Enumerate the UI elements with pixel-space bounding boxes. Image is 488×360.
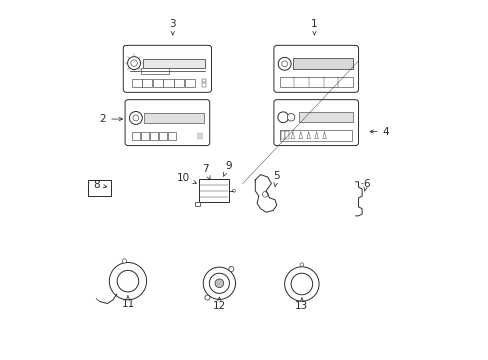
FancyBboxPatch shape [298, 112, 352, 122]
FancyBboxPatch shape [144, 113, 203, 123]
Text: 9: 9 [223, 161, 231, 176]
Polygon shape [290, 132, 294, 139]
Polygon shape [314, 132, 318, 139]
FancyBboxPatch shape [143, 59, 204, 68]
Text: 13: 13 [295, 298, 308, 311]
Circle shape [215, 279, 223, 288]
Circle shape [262, 192, 267, 197]
FancyBboxPatch shape [142, 79, 152, 87]
Circle shape [287, 113, 294, 121]
FancyBboxPatch shape [184, 79, 194, 87]
FancyBboxPatch shape [174, 79, 184, 87]
FancyBboxPatch shape [131, 79, 142, 87]
Circle shape [204, 295, 209, 300]
FancyBboxPatch shape [168, 132, 176, 140]
FancyBboxPatch shape [202, 79, 206, 82]
Text: 12: 12 [212, 297, 225, 311]
Circle shape [122, 259, 126, 263]
Text: 4: 4 [369, 127, 388, 136]
FancyBboxPatch shape [159, 132, 167, 140]
FancyBboxPatch shape [152, 79, 163, 87]
Circle shape [109, 262, 146, 300]
Circle shape [127, 57, 140, 69]
Circle shape [284, 267, 319, 301]
FancyBboxPatch shape [273, 45, 358, 92]
Circle shape [117, 270, 139, 292]
Circle shape [133, 115, 139, 121]
Circle shape [278, 57, 290, 70]
FancyBboxPatch shape [140, 68, 169, 74]
Circle shape [232, 189, 235, 192]
FancyBboxPatch shape [293, 58, 352, 69]
FancyBboxPatch shape [281, 131, 284, 139]
Polygon shape [298, 132, 302, 139]
FancyBboxPatch shape [195, 202, 200, 206]
Circle shape [209, 273, 229, 293]
Circle shape [290, 273, 312, 295]
Text: 11: 11 [121, 296, 134, 309]
Circle shape [228, 266, 233, 271]
FancyBboxPatch shape [273, 100, 358, 145]
FancyBboxPatch shape [123, 45, 211, 92]
Text: 7: 7 [202, 164, 210, 180]
Circle shape [131, 60, 137, 66]
FancyBboxPatch shape [141, 132, 149, 140]
Circle shape [281, 61, 287, 67]
FancyBboxPatch shape [202, 83, 206, 87]
FancyBboxPatch shape [279, 77, 352, 87]
Text: 8: 8 [93, 180, 106, 190]
Circle shape [277, 112, 288, 123]
Text: 2: 2 [100, 114, 122, 124]
Text: 3: 3 [169, 19, 176, 35]
FancyBboxPatch shape [198, 179, 229, 202]
Circle shape [129, 112, 142, 125]
FancyBboxPatch shape [132, 132, 140, 140]
FancyBboxPatch shape [280, 130, 351, 140]
Circle shape [203, 267, 235, 300]
Text: 1: 1 [310, 19, 317, 35]
Text: 10: 10 [177, 173, 196, 184]
Circle shape [300, 263, 303, 266]
FancyBboxPatch shape [150, 132, 158, 140]
Text: 6: 6 [363, 179, 369, 192]
Text: 5: 5 [273, 171, 280, 187]
FancyBboxPatch shape [285, 131, 288, 139]
Polygon shape [306, 132, 310, 139]
FancyBboxPatch shape [88, 180, 110, 196]
Polygon shape [322, 132, 325, 139]
FancyBboxPatch shape [125, 100, 209, 145]
FancyBboxPatch shape [163, 79, 173, 87]
